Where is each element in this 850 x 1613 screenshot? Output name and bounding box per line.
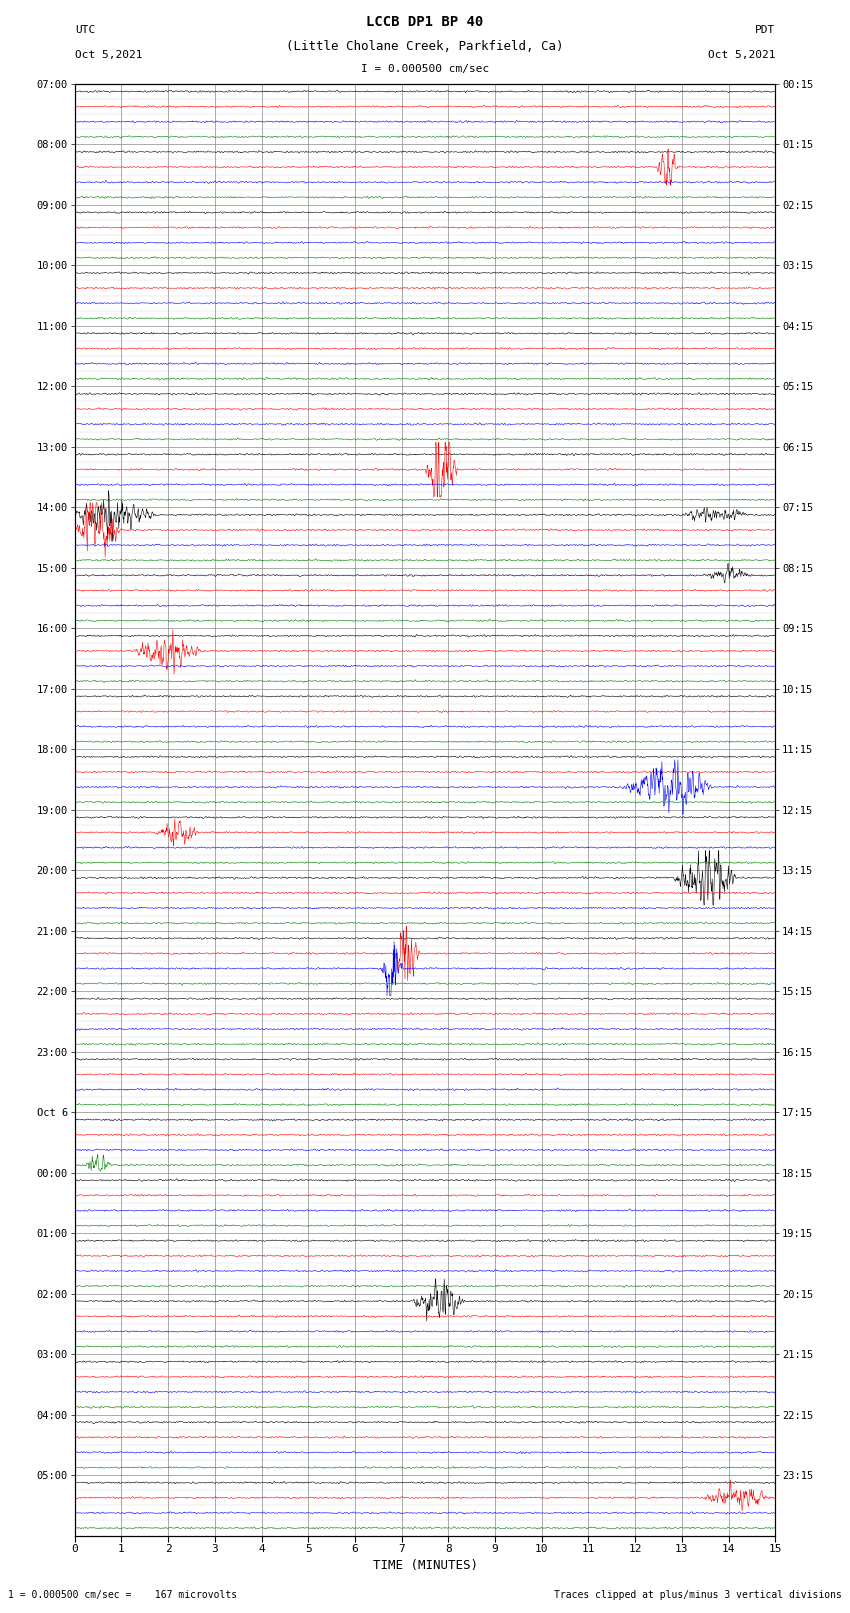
Text: Traces clipped at plus/minus 3 vertical divisions: Traces clipped at plus/minus 3 vertical … [553,1590,842,1600]
Text: UTC: UTC [75,26,95,35]
Text: Oct 5,2021: Oct 5,2021 [708,50,775,60]
Text: (Little Cholane Creek, Parkfield, Ca): (Little Cholane Creek, Parkfield, Ca) [286,40,564,53]
Text: LCCB DP1 BP 40: LCCB DP1 BP 40 [366,15,484,29]
Text: PDT: PDT [755,26,775,35]
Text: 1 = 0.000500 cm/sec =    167 microvolts: 1 = 0.000500 cm/sec = 167 microvolts [8,1590,238,1600]
X-axis label: TIME (MINUTES): TIME (MINUTES) [372,1560,478,1573]
Text: Oct 5,2021: Oct 5,2021 [75,50,142,60]
Text: I = 0.000500 cm/sec: I = 0.000500 cm/sec [361,65,489,74]
